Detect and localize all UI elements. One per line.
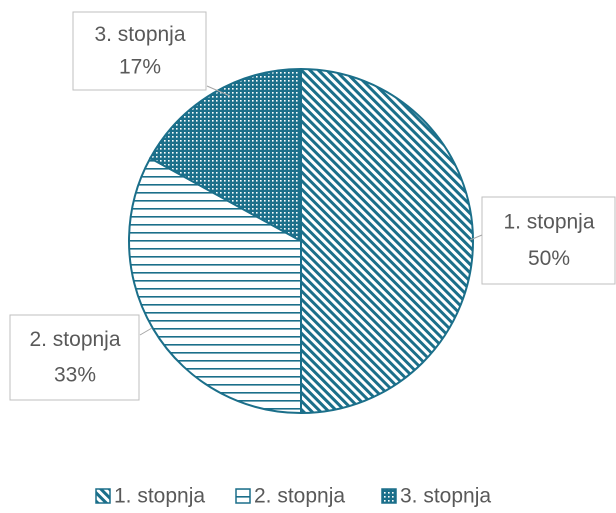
data-label-value: 50% (528, 247, 570, 270)
legend-label: 3. stopnja (400, 485, 491, 508)
legend-label: 2. stopnja (254, 485, 345, 508)
data-label-name: 3. stopnja (94, 23, 185, 46)
label-box (481, 196, 616, 285)
legend-swatch (95, 488, 111, 504)
leader-line (469, 234, 483, 241)
legend-swatch (381, 488, 397, 504)
pie-slice (128, 156, 302, 415)
leader-line (139, 327, 153, 336)
data-label-value: 17% (119, 56, 161, 79)
legend-label: 1. stopnja (114, 485, 205, 508)
data-label-name: 2. stopnja (29, 328, 120, 351)
label-box (72, 11, 207, 91)
data-label-value: 33% (54, 364, 96, 387)
pie-slice (300, 67, 474, 415)
legend-swatch (235, 488, 251, 504)
leader-line (206, 85, 231, 97)
data-label-name: 1. stopnja (503, 211, 594, 234)
label-box (9, 314, 140, 401)
pie-slice (148, 67, 302, 243)
